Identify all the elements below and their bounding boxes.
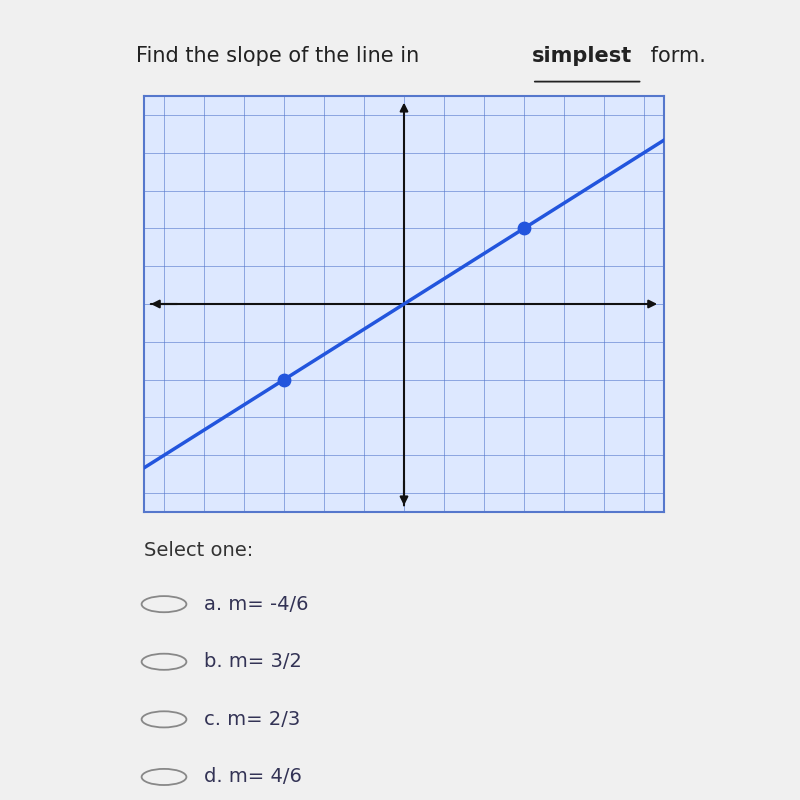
Text: form.: form. (644, 46, 706, 66)
Point (518, 222, 530, 234)
Text: Select one:: Select one: (144, 541, 254, 560)
Text: b. m= 3/2: b. m= 3/2 (204, 652, 302, 671)
Text: simplest: simplest (532, 46, 632, 66)
Text: a. m= -4/6: a. m= -4/6 (204, 594, 309, 614)
Text: Find the slope of the line in: Find the slope of the line in (136, 46, 426, 66)
Text: c. m= 2/3: c. m= 2/3 (204, 710, 300, 729)
Point (278, 374, 290, 386)
Text: d. m= 4/6: d. m= 4/6 (204, 767, 302, 786)
